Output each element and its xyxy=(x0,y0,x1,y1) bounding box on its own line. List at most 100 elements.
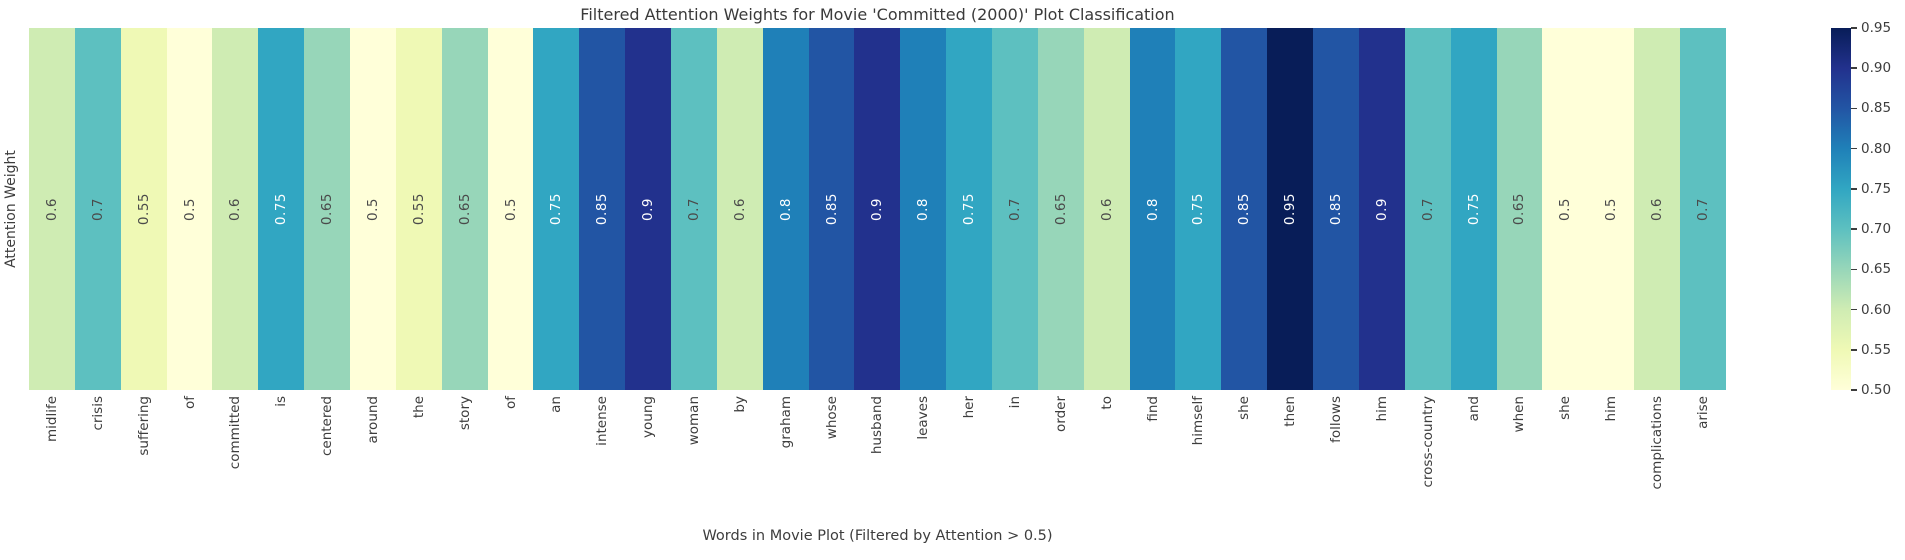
cell-annotation: 0.7 xyxy=(1419,197,1436,221)
heatmap-cell: 0.7 xyxy=(1404,28,1451,390)
colorbar-tick-label: 0.90 xyxy=(1861,60,1892,77)
x-tick: young xyxy=(625,396,671,524)
x-tick-label: complications xyxy=(1649,396,1665,490)
heatmap-cell: 0.85 xyxy=(808,28,855,390)
x-tick: committed xyxy=(212,396,258,524)
colorbar-tick-mark xyxy=(1851,268,1857,271)
x-tick-label: young xyxy=(640,396,657,438)
x-tick-label: around xyxy=(364,396,381,444)
colorbar-tick-label: 0.65 xyxy=(1861,261,1892,278)
colorbar-tick-label: 0.70 xyxy=(1861,221,1892,238)
colorbar-tick-mark xyxy=(1851,308,1857,311)
x-tick: she xyxy=(1221,396,1267,524)
x-tick-label: and xyxy=(1465,396,1482,422)
x-tick-label: she xyxy=(1236,396,1253,420)
x-tick-label: graham xyxy=(777,396,794,449)
x-tick-label: is xyxy=(273,396,290,407)
x-tick-label: then xyxy=(1282,396,1299,427)
x-tick: follows xyxy=(1313,396,1359,524)
x-tick-label: in xyxy=(1006,396,1023,409)
heatmap-cell: 0.5 xyxy=(1588,28,1635,390)
cell-annotation: 0.5 xyxy=(502,197,519,221)
heatmap-cell: 0.75 xyxy=(1175,28,1222,390)
heatmap-cell: 0.5 xyxy=(350,28,396,390)
cell-annotation: 0.65 xyxy=(319,192,336,226)
cell-annotation: 0.9 xyxy=(869,197,886,221)
x-tick-label: cross-country xyxy=(1419,396,1436,488)
heatmap-cell: 0.55 xyxy=(395,28,442,390)
colorbar-tick-label: 0.80 xyxy=(1861,140,1892,157)
x-tick-label: intense xyxy=(594,396,611,446)
heatmap-cell: 0.6 xyxy=(212,28,259,390)
x-tick: to xyxy=(1084,396,1130,524)
x-tick: whose xyxy=(809,396,855,524)
cell-annotation: 0.5 xyxy=(364,197,381,221)
cell-annotation: 0.7 xyxy=(1694,197,1711,221)
colorbar-tick-mark xyxy=(1851,349,1857,351)
x-tick: an xyxy=(533,396,579,524)
x-tick: story xyxy=(442,396,488,524)
cell-annotation: 0.8 xyxy=(777,197,794,221)
heatmap-cell: 0.5 xyxy=(1542,28,1589,390)
cell-annotation: 0.95 xyxy=(1282,192,1299,226)
colorbar-tick-label: 0.60 xyxy=(1861,301,1892,318)
cell-annotation: 0.85 xyxy=(594,192,611,226)
x-tick: then xyxy=(1267,396,1313,524)
cell-annotation: 0.85 xyxy=(1236,192,1253,226)
x-tick-label: order xyxy=(1052,396,1069,432)
x-tick-label: she xyxy=(1557,396,1574,420)
x-tick-label: himself xyxy=(1190,396,1207,446)
x-tick: graham xyxy=(763,396,809,524)
heatmap-cell: 0.5 xyxy=(487,28,534,390)
heatmap-cell: 0.8 xyxy=(1129,28,1176,390)
x-tick: intense xyxy=(579,396,625,524)
x-tick: by xyxy=(717,396,763,524)
cell-annotation: 0.6 xyxy=(1649,197,1665,221)
cell-annotation: 0.7 xyxy=(89,197,106,221)
heatmap-cell: 0.6 xyxy=(29,28,75,390)
x-tick-label: midlife xyxy=(43,396,60,443)
x-tick-label: leaves xyxy=(915,396,932,440)
x-tick: himself xyxy=(1175,396,1221,524)
x-tick-label: whose xyxy=(823,396,840,440)
cell-annotation: 0.5 xyxy=(1557,197,1574,221)
cell-annotation: 0.75 xyxy=(1190,192,1207,226)
x-tick-label: of xyxy=(502,396,519,410)
colorbar-tick-label: 0.50 xyxy=(1861,382,1892,398)
heatmap-cell: 0.8 xyxy=(900,28,947,390)
heatmap-cell: 0.75 xyxy=(258,28,305,390)
cell-annotation: 0.5 xyxy=(181,197,198,221)
x-tick: the xyxy=(396,396,442,524)
x-tick: find xyxy=(1130,396,1176,524)
heatmap-cell: 0.75 xyxy=(1450,28,1497,390)
cell-annotation: 0.7 xyxy=(1006,197,1023,221)
heatmap-cell: 0.6 xyxy=(716,28,763,390)
chart-title: Filtered Attention Weights for Movie 'Co… xyxy=(580,5,1175,24)
x-tick-label: by xyxy=(731,396,748,413)
cell-annotation: 0.65 xyxy=(1511,192,1528,226)
heatmap-cell: 0.75 xyxy=(533,28,580,390)
x-tick-label: of xyxy=(181,396,198,410)
x-tick: complications xyxy=(1634,396,1680,524)
heatmap-cell: 0.95 xyxy=(1267,28,1314,390)
x-tick-label: to xyxy=(1098,396,1115,410)
x-tick: she xyxy=(1542,396,1588,524)
x-tick-label: an xyxy=(548,396,565,413)
colorbar-tick-mark xyxy=(1851,27,1857,29)
x-tick-label: him xyxy=(1603,396,1620,422)
x-tick-label: suffering xyxy=(135,396,152,456)
x-tick: midlife xyxy=(29,396,75,524)
x-tick: her xyxy=(946,396,992,524)
y-axis-label: Attention Weight xyxy=(3,150,19,268)
heatmap-cell: 0.7 xyxy=(74,28,121,390)
cell-annotation: 0.6 xyxy=(43,197,60,221)
x-tick-label: the xyxy=(410,396,427,419)
colorbar-tick-label: 0.75 xyxy=(1861,180,1892,197)
heatmap-cell: 0.9 xyxy=(854,28,901,390)
x-tick: in xyxy=(992,396,1038,524)
x-tick: of xyxy=(488,396,534,524)
heatmap-cell: 0.65 xyxy=(1037,28,1084,390)
x-tick: of xyxy=(167,396,213,524)
cell-annotation: 0.75 xyxy=(548,192,565,226)
